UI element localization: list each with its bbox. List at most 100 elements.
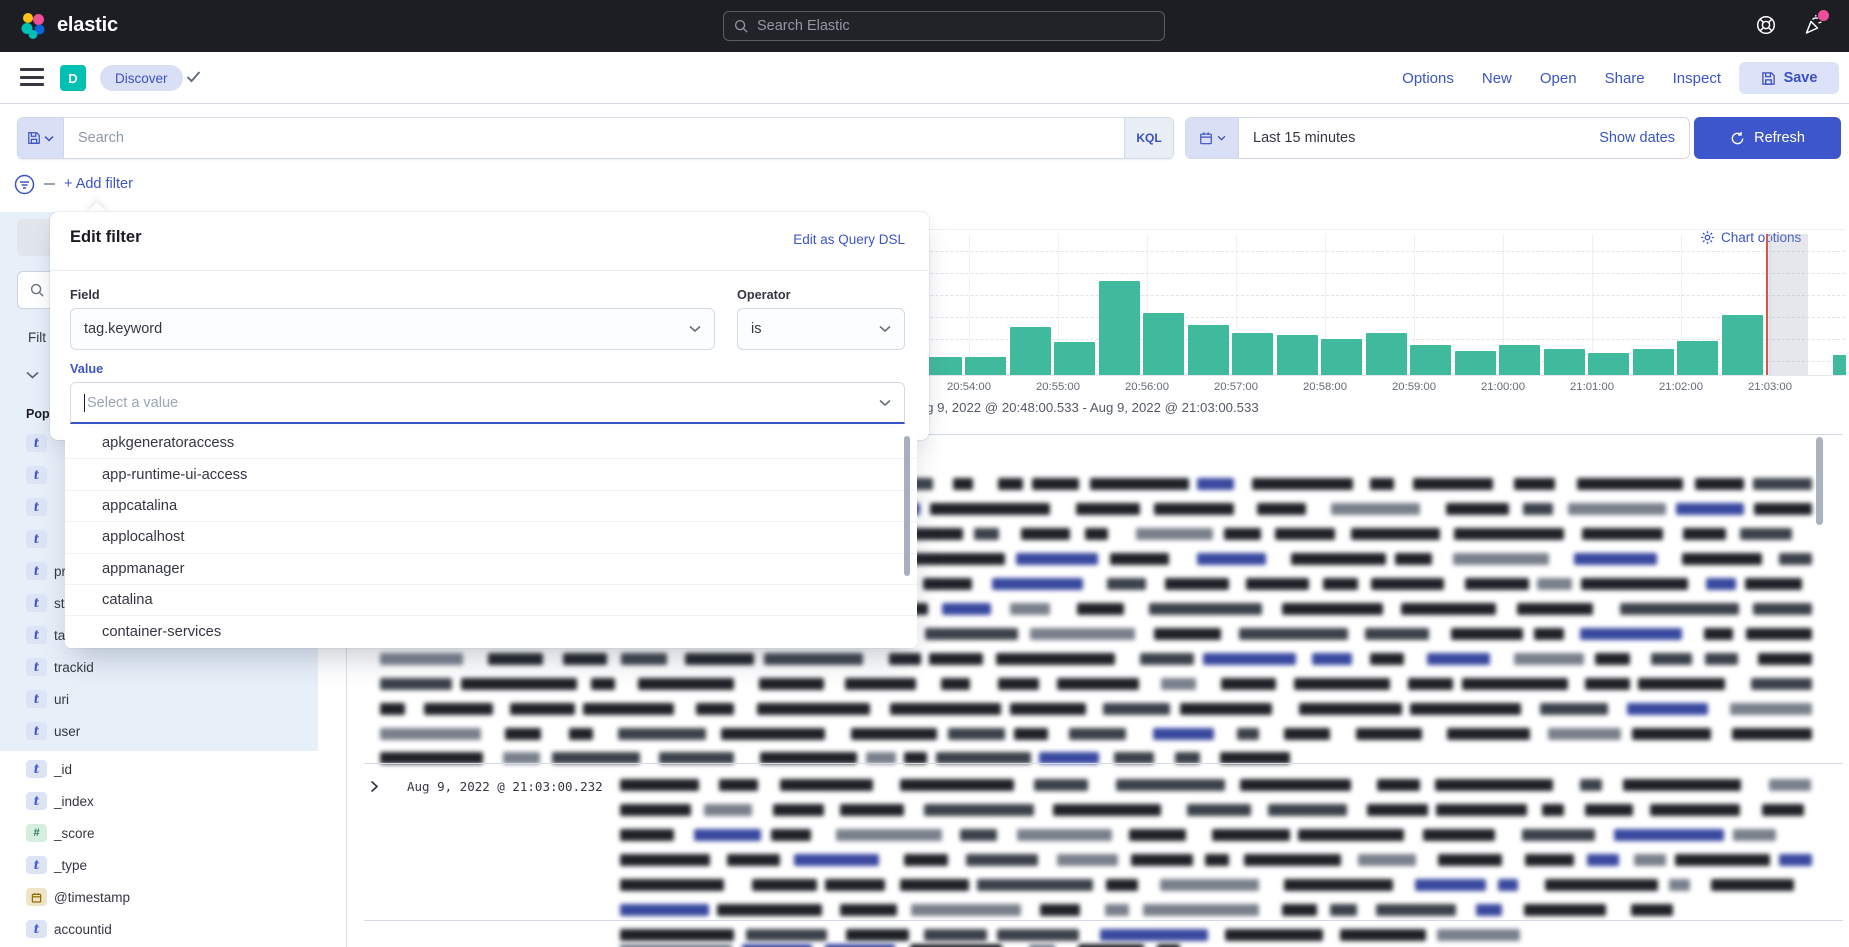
sidebar-item-@timestamp[interactable]: @timestamp bbox=[26, 886, 130, 908]
toolbar-link-inspect[interactable]: Inspect bbox=[1672, 69, 1721, 87]
query-language-button[interactable]: KQL bbox=[1124, 118, 1173, 158]
save-button[interactable]: Save bbox=[1739, 62, 1839, 94]
redacted-text bbox=[1580, 779, 1603, 791]
redacted-text bbox=[1745, 578, 1803, 590]
filter-dash bbox=[44, 183, 55, 185]
edit-as-query-dsl-link[interactable]: Edit as Query DSL bbox=[793, 232, 905, 247]
filter-icon[interactable] bbox=[14, 174, 35, 195]
show-dates-link[interactable]: Show dates bbox=[1599, 130, 1675, 146]
sidebar-item-_index[interactable]: t _index bbox=[26, 790, 94, 812]
x-axis-tick-label: 21:01:00 bbox=[1570, 381, 1614, 393]
redacted-text bbox=[1202, 653, 1296, 665]
sidebar-item-uri[interactable]: t uri bbox=[26, 688, 69, 710]
redacted-text bbox=[1252, 478, 1354, 490]
sidebar-item-st[interactable]: t st bbox=[26, 592, 65, 614]
toolbar-link-options[interactable]: Options bbox=[1402, 69, 1454, 87]
redacted-text bbox=[1293, 678, 1391, 690]
redacted-text bbox=[505, 728, 542, 740]
x-axis-tick-label: 21:00:00 bbox=[1481, 381, 1525, 393]
gridline-vertical bbox=[1503, 234, 1504, 375]
field-label: uri bbox=[54, 691, 70, 707]
redacted-text bbox=[1017, 829, 1113, 841]
chevron-down-icon[interactable] bbox=[26, 371, 39, 379]
add-filter-link[interactable]: + Add filter bbox=[64, 176, 133, 192]
histogram-bar bbox=[1187, 325, 1229, 375]
document-timestamp[interactable]: Aug 9, 2022 @ 21:03:00.232 bbox=[407, 779, 603, 794]
redacted-text bbox=[794, 854, 879, 866]
help-icon[interactable] bbox=[1755, 14, 1777, 36]
refresh-button[interactable]: Refresh bbox=[1694, 117, 1841, 159]
toolbar-link-new[interactable]: New bbox=[1481, 69, 1512, 87]
redacted-text bbox=[424, 703, 493, 715]
redacted-text bbox=[1513, 478, 1555, 490]
sidebar-item-hidden-field[interactable]: t bbox=[26, 496, 54, 518]
value-combobox[interactable]: Select a value bbox=[70, 382, 905, 424]
value-option[interactable]: appcatalina bbox=[65, 491, 917, 523]
sidebar-item-pr[interactable]: t pr bbox=[26, 560, 66, 582]
sidebar-item-ta[interactable]: t ta bbox=[26, 624, 65, 646]
redacted-text bbox=[1068, 728, 1126, 740]
redacted-text bbox=[703, 804, 753, 816]
toolbar-link-share[interactable]: Share bbox=[1604, 69, 1645, 87]
value-option[interactable]: app-runtime-ui-access bbox=[65, 459, 917, 491]
value-option[interactable]: catalina bbox=[65, 585, 917, 617]
row-divider bbox=[364, 763, 1843, 764]
sidebar-item-user[interactable]: t user bbox=[26, 720, 80, 742]
redacted-text bbox=[1547, 728, 1621, 740]
sidebar-item-hidden-field[interactable]: t bbox=[26, 432, 54, 454]
global-search-input[interactable]: Search Elastic bbox=[723, 11, 1165, 41]
elastic-logo[interactable]: elastic bbox=[20, 12, 118, 39]
value-option[interactable]: apkgeneratoraccess bbox=[65, 428, 917, 460]
expand-row-icon[interactable] bbox=[370, 780, 379, 793]
chart-options-button[interactable]: Chart options bbox=[1700, 230, 1801, 245]
value-option[interactable]: container-services bbox=[102, 624, 222, 641]
redacted-text bbox=[846, 929, 909, 941]
menu-icon[interactable] bbox=[20, 68, 44, 88]
redacted-text bbox=[909, 944, 1002, 947]
redacted-text bbox=[952, 478, 974, 490]
date-quick-select-button[interactable] bbox=[1186, 118, 1239, 158]
redacted-text bbox=[1422, 829, 1495, 841]
chart-baseline bbox=[364, 375, 1845, 376]
app-badge[interactable]: D bbox=[60, 65, 86, 91]
redacted-text bbox=[1237, 728, 1259, 740]
redacted-text bbox=[903, 752, 928, 764]
dropdown-scrollbar-thumb[interactable] bbox=[904, 436, 910, 576]
search-query-input[interactable]: Search bbox=[64, 118, 1124, 158]
redacted-text bbox=[888, 653, 921, 665]
field-type-t-icon: t bbox=[26, 658, 47, 676]
brand-name: elastic bbox=[57, 14, 118, 36]
histogram-bar bbox=[1588, 353, 1629, 375]
value-option[interactable]: appmanager bbox=[65, 554, 917, 585]
sidebar-item-hidden-field[interactable]: t bbox=[26, 464, 54, 486]
redacted-text bbox=[770, 829, 811, 841]
breadcrumb[interactable]: Discover bbox=[100, 65, 183, 91]
sidebar-item-trackid[interactable]: t trackid bbox=[26, 656, 94, 678]
sidebar-item-_id[interactable]: t _id bbox=[26, 758, 72, 780]
redacted-text bbox=[1695, 478, 1744, 490]
saved-query-menu-button[interactable] bbox=[18, 118, 64, 158]
sidebar-item-_score[interactable]: # _score bbox=[26, 822, 95, 844]
redacted-text bbox=[1212, 829, 1290, 841]
redacted-text bbox=[1436, 804, 1528, 816]
sidebar-item-accountid[interactable]: t accountid bbox=[26, 918, 112, 940]
histogram-bar bbox=[1232, 333, 1273, 375]
toolbar-link-open[interactable]: Open bbox=[1539, 69, 1577, 87]
time-range-label[interactable]: Last 15 minutes bbox=[1253, 130, 1356, 146]
redacted-text bbox=[569, 728, 593, 740]
redacted-text bbox=[930, 503, 1050, 515]
value-option[interactable]: applocalhost bbox=[65, 522, 917, 554]
redacted-text bbox=[997, 678, 1039, 690]
sidebar-item-_type[interactable]: t _type bbox=[26, 854, 87, 876]
popular-fields-label: Pop bbox=[26, 407, 50, 421]
scrollbar-thumb[interactable] bbox=[1816, 437, 1823, 525]
field-select[interactable]: tag.keyword bbox=[70, 308, 715, 350]
filter-by-type-label[interactable]: Filt bbox=[28, 330, 46, 345]
search-placeholder: Search bbox=[78, 130, 124, 146]
newsfeed-icon[interactable] bbox=[1803, 10, 1829, 36]
redacted-text bbox=[1298, 703, 1403, 715]
sidebar-item-hidden-field[interactable]: t bbox=[26, 528, 54, 550]
redacted-text bbox=[1627, 703, 1709, 715]
operator-select[interactable]: is bbox=[737, 308, 905, 350]
redacted-text bbox=[717, 904, 822, 916]
